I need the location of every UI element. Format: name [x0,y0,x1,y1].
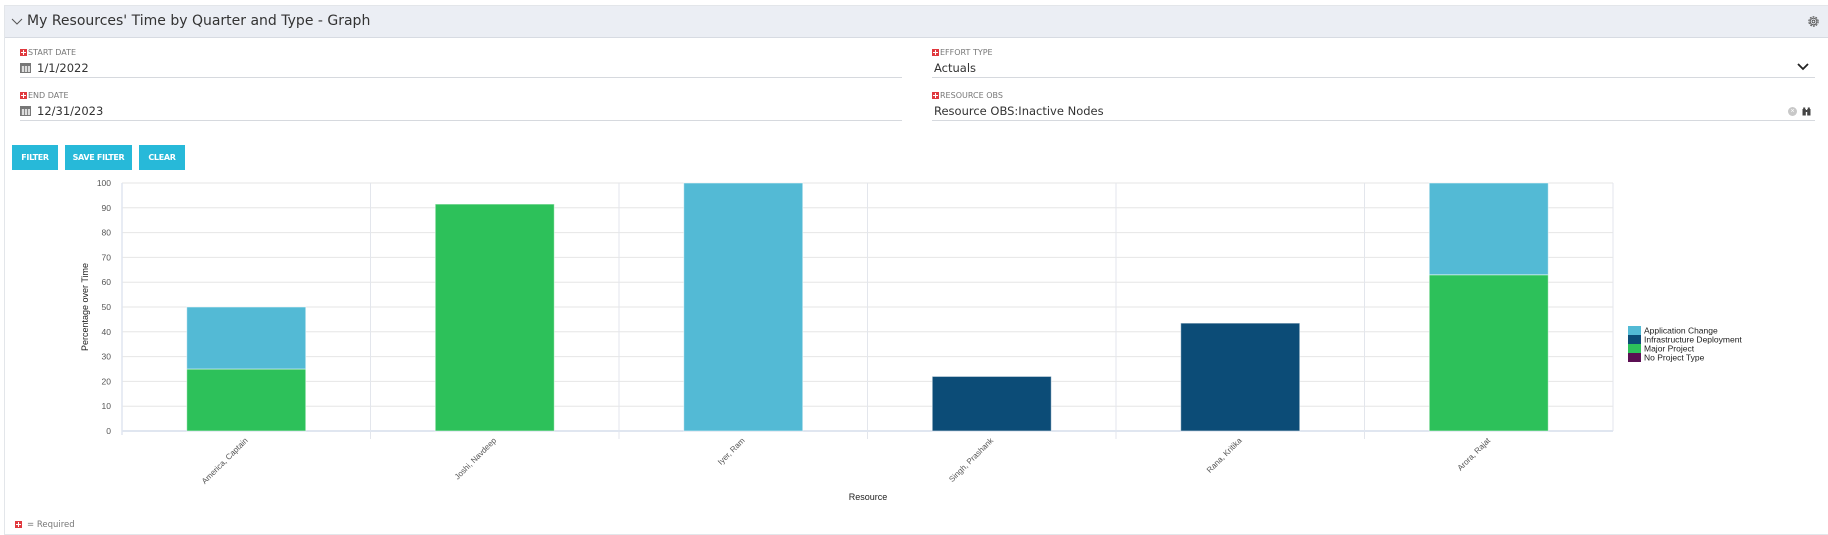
calendar-icon[interactable] [20,63,31,73]
required-icon [15,521,22,528]
bar-segment[interactable] [1428,182,1549,276]
required-icon [20,92,27,99]
bar-segment[interactable] [1428,274,1549,432]
y-tick-label: 90 [102,203,112,213]
y-tick-label: 70 [102,252,112,262]
legend-label[interactable]: Major Project [1644,344,1695,354]
x-tick-label: Rana, Kritika [1205,436,1244,475]
legend-swatch [1628,353,1641,362]
effort-type-select[interactable]: Actuals [934,61,977,75]
bar-segment[interactable] [186,368,307,432]
required-icon [20,49,27,56]
bar-segment[interactable] [931,375,1052,432]
portlet-header: My Resources' Time by Quarter and Type -… [5,6,1828,38]
required-legend: = Required [15,520,75,530]
y-tick-label: 100 [97,178,111,188]
legend-swatch [1628,335,1641,344]
bar-segment[interactable] [434,203,555,432]
gear-icon[interactable] [1807,15,1820,28]
y-tick-label: 20 [102,376,112,386]
x-axis-title: Resource [849,492,888,502]
resource-obs-input[interactable]: Resource OBS:Inactive Nodes [934,104,1104,118]
portlet-title: My Resources' Time by Quarter and Type -… [27,13,371,29]
start-date-field: START DATE 1/1/2022 [20,48,902,80]
start-date-input[interactable]: 1/1/2022 [37,61,89,75]
x-tick-label: America, Captain [200,436,250,486]
legend-swatch [1628,326,1641,335]
legend-swatch [1628,344,1641,353]
y-tick-label: 40 [102,327,112,337]
field-underline [932,77,1815,78]
y-tick-label: 60 [102,277,112,287]
bar-segment[interactable] [186,306,307,370]
x-tick-label: Joshi, Navdeep [453,436,499,482]
chevron-down-icon[interactable] [10,14,24,28]
y-tick-label: 50 [102,302,112,312]
bar-segment[interactable] [1180,322,1301,432]
legend-label[interactable]: No Project Type [1644,353,1705,363]
y-tick-label: 30 [102,352,112,362]
bar-segment[interactable] [683,182,804,432]
field-underline [20,77,902,78]
effort-type-label: EFFORT TYPE [932,48,993,57]
chevron-down-icon[interactable] [1797,62,1809,72]
resource-obs-label: RESOURCE OBS [932,91,1003,100]
legend-label[interactable]: Infrastructure Deployment [1644,335,1742,345]
effort-type-field[interactable]: EFFORT TYPE Actuals [932,48,1815,80]
end-date-label: END DATE [20,91,69,100]
start-date-label: START DATE [20,48,76,57]
x-tick-label: Iyer, Ram [716,436,747,467]
binoculars-icon[interactable] [1802,107,1811,116]
required-icon [932,92,939,99]
filter-button[interactable]: FILTER [12,145,58,170]
x-tick-label: Singh, Prashank [947,435,996,484]
y-tick-label: 0 [106,426,111,436]
required-icon [932,49,939,56]
calendar-icon[interactable] [20,106,31,116]
clear-icon[interactable]: × [1788,107,1797,116]
y-tick-label: 80 [102,228,112,238]
field-underline [932,120,1815,121]
end-date-input[interactable]: 12/31/2023 [37,104,104,118]
x-tick-label: Arora, Rajat [1456,436,1493,473]
y-axis-title: Percentage over Time [80,263,90,351]
y-tick-label: 10 [102,401,112,411]
save-filter-button[interactable]: SAVE FILTER [65,145,132,170]
clear-button[interactable]: CLEAR [139,145,185,170]
resource-obs-field: RESOURCE OBS Resource OBS:Inactive Nodes… [932,91,1815,123]
legend-label[interactable]: Application Change [1644,326,1718,336]
field-underline [20,120,902,121]
end-date-field: END DATE 12/31/2023 [20,91,902,123]
